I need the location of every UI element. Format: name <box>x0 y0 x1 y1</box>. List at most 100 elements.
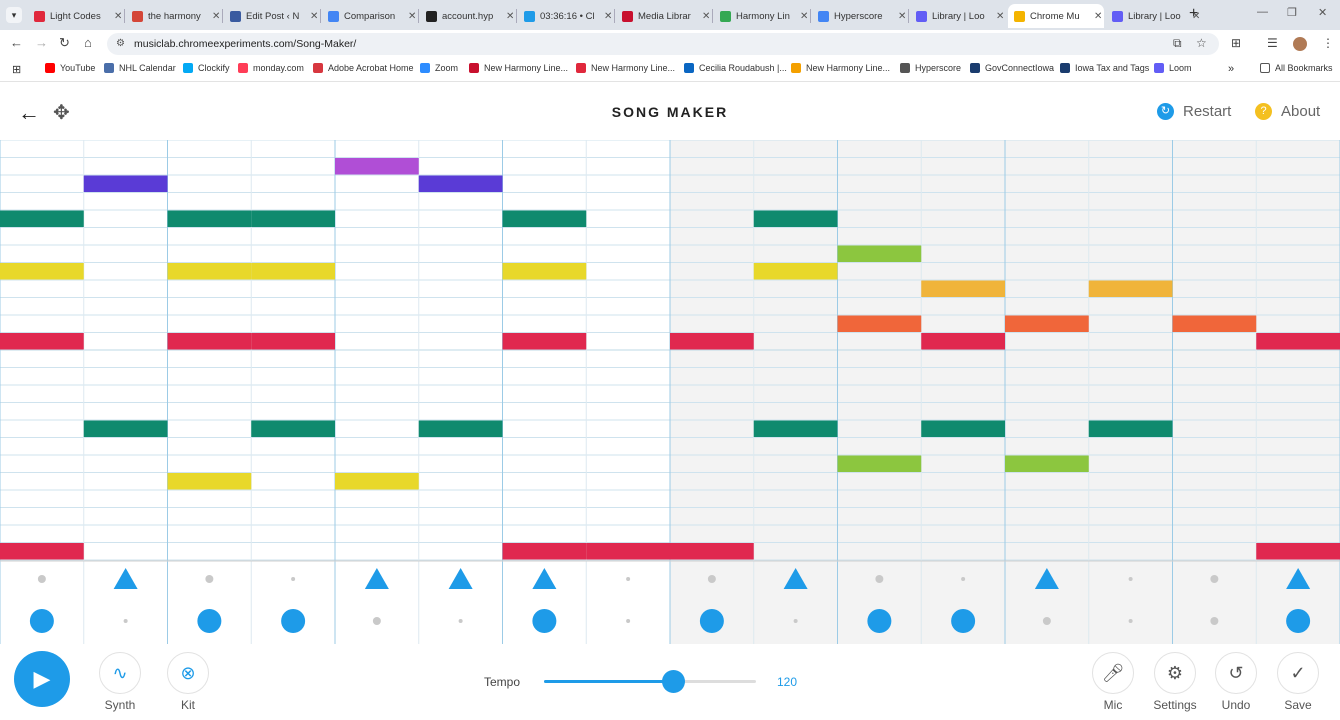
tab-close-icon[interactable]: ✕ <box>1192 10 1201 22</box>
mic-button[interactable]: 🎤︎ Mic <box>1091 652 1135 712</box>
tab-item[interactable]: Library | Loo ✕ <box>1106 4 1202 28</box>
note-cell <box>251 420 335 437</box>
bookmarks-bar: ⊞ YouTube NHL Calendar Clockify monday.com A… <box>0 58 1340 82</box>
note-cell <box>1005 315 1089 332</box>
reading-list-icon[interactable]: ☰ <box>1267 36 1278 50</box>
bookmark-item[interactable]: Zoom <box>420 63 458 73</box>
tab-close-icon[interactable]: ✕ <box>898 10 907 22</box>
tab-item[interactable]: Comparison ✕ <box>322 4 418 28</box>
bookmark-item[interactable]: Cecilia Roudabush |... <box>684 63 787 73</box>
new-tab-icon[interactable]: + <box>1189 5 1199 22</box>
all-bookmarks-button[interactable]: All Bookmarks <box>1260 63 1333 73</box>
bookmark-item[interactable]: Iowa Tax and Tags <box>1060 63 1149 73</box>
restart-label: Restart <box>1183 103 1232 120</box>
tab-item[interactable]: Library | Loo ✕ <box>910 4 1006 28</box>
more-bookmarks-icon[interactable]: » <box>1228 63 1235 75</box>
note-cell <box>1256 543 1340 560</box>
tab-close-icon[interactable]: ✕ <box>310 10 319 22</box>
move-arrows-icon[interactable]: ✥ <box>53 102 70 124</box>
tab-item[interactable]: 03:36:16 • Cl ✕ <box>518 4 614 28</box>
home-icon[interactable]: ⌂ <box>84 35 92 50</box>
tab-item[interactable]: the harmony ✕ <box>126 4 222 28</box>
kit-button[interactable]: ⊗ Kit <box>166 652 210 712</box>
url-field[interactable]: ⚙ musiclab.chromeexperiments.com/Song-Ma… <box>107 33 1219 55</box>
bookmark-star-icon[interactable]: ☆ <box>1196 36 1207 50</box>
note-grid[interactable] <box>0 140 1340 644</box>
bookmark-item[interactable]: New Harmony Line... <box>791 63 890 73</box>
reload-icon[interactable]: ↻ <box>59 35 70 50</box>
close-window-icon[interactable]: ✕ <box>1318 7 1328 19</box>
restart-icon: ↻ <box>1157 103 1174 120</box>
percussion-circle <box>699 609 724 633</box>
tab-close-icon[interactable]: ✕ <box>800 10 809 22</box>
bookmark-item[interactable]: NHL Calendar <box>104 63 176 73</box>
back-nav-icon[interactable]: ← <box>10 35 23 50</box>
bookmark-label: monday.com <box>253 63 304 73</box>
bookmark-label: New Harmony Line... <box>484 63 569 73</box>
about-button[interactable]: ? About <box>1255 103 1320 120</box>
note-cell <box>921 420 1005 437</box>
tab-item[interactable]: Media Librar ✕ <box>616 4 712 28</box>
tab-close-icon[interactable]: ✕ <box>996 10 1005 22</box>
site-info-icon[interactable]: ⚙ <box>116 38 125 49</box>
restart-button[interactable]: ↻ Restart <box>1157 103 1231 120</box>
profile-avatar[interactable] <box>1293 37 1307 51</box>
bookmark-favicon-icon <box>1154 63 1164 73</box>
bookmark-item[interactable]: New Harmony Line... <box>469 63 568 73</box>
synth-label: Synth <box>104 698 136 712</box>
play-button[interactable]: ▶ <box>14 651 70 707</box>
tab-close-icon[interactable]: ✕ <box>506 10 515 22</box>
percussion-triangle <box>364 568 389 589</box>
tab-title: Edit Post ‹ N <box>246 10 300 22</box>
bookmark-item[interactable]: GovConnectIowa <box>970 63 1054 73</box>
bookmark-item[interactable]: Loom <box>1154 63 1192 73</box>
tempo-label: Tempo <box>484 675 521 689</box>
percussion-dot <box>1210 575 1219 583</box>
percussion-triangle <box>783 568 808 589</box>
back-arrow-icon[interactable]: ← <box>18 100 40 125</box>
bookmark-item[interactable]: YouTube <box>45 63 95 73</box>
tab-item[interactable]: account.hyp ✕ <box>420 4 516 28</box>
save-button[interactable]: ✓ Save <box>1276 652 1320 712</box>
tab-search-icon[interactable]: ▾ <box>6 7 22 23</box>
menu-kebab-icon[interactable]: ⋮ <box>1322 36 1334 50</box>
tab-close-icon[interactable]: ✕ <box>114 10 123 22</box>
tab-title: 03:36:16 • Cl <box>540 10 595 22</box>
apps-grid-icon[interactable]: ⊞ <box>12 64 22 76</box>
bookmark-item[interactable]: New Harmony Line... <box>576 63 675 73</box>
tempo-slider[interactable] <box>544 670 756 693</box>
note-cell <box>1088 280 1173 297</box>
maximize-icon[interactable]: ❐ <box>1287 7 1297 19</box>
note-cell <box>335 158 419 175</box>
bookmark-item[interactable]: monday.com <box>238 63 304 73</box>
bookmark-label: Clockify <box>198 63 230 73</box>
tab-close-icon[interactable]: ✕ <box>408 10 417 22</box>
tempo-slider-fill <box>544 680 674 683</box>
tempo-slider-thumb[interactable] <box>662 670 686 693</box>
bookmark-item[interactable]: Clockify <box>183 63 230 73</box>
bookmark-item[interactable]: Hyperscore <box>900 63 961 73</box>
tab-favicon-icon <box>230 10 241 22</box>
tab-separator <box>614 9 615 23</box>
percussion-dot <box>1128 619 1133 623</box>
tab-item[interactable]: Chrome Mu ✕ <box>1008 4 1104 28</box>
bookmark-favicon-icon <box>183 63 193 73</box>
kit-drum-icon: ⊗ <box>167 652 209 694</box>
tab-item[interactable]: Hyperscore ✕ <box>812 4 908 28</box>
tab-close-icon[interactable]: ✕ <box>604 10 613 22</box>
tab-close-icon[interactable]: ✕ <box>702 10 711 22</box>
install-app-icon[interactable]: ⧉ <box>1173 36 1182 50</box>
undo-button[interactable]: ↺ Undo <box>1214 652 1258 712</box>
forward-nav-icon[interactable]: → <box>35 35 48 50</box>
tab-close-icon[interactable]: ✕ <box>212 10 221 22</box>
settings-button[interactable]: ⚙ Settings <box>1153 652 1197 712</box>
tab-item[interactable]: Light Codes ✕ <box>28 4 124 28</box>
tab-item[interactable]: Harmony Lin ✕ <box>714 4 810 28</box>
synth-button[interactable]: ∿ Synth <box>98 652 142 712</box>
bookmark-item[interactable]: Adobe Acrobat Home <box>313 63 414 73</box>
minimize-icon[interactable]: — <box>1257 6 1268 18</box>
extensions-icon[interactable]: ⊞ <box>1231 36 1242 50</box>
tab-close-icon[interactable]: ✕ <box>1094 10 1103 22</box>
tab-item[interactable]: Edit Post ‹ N ✕ <box>224 4 320 28</box>
note-cell <box>1088 420 1173 437</box>
